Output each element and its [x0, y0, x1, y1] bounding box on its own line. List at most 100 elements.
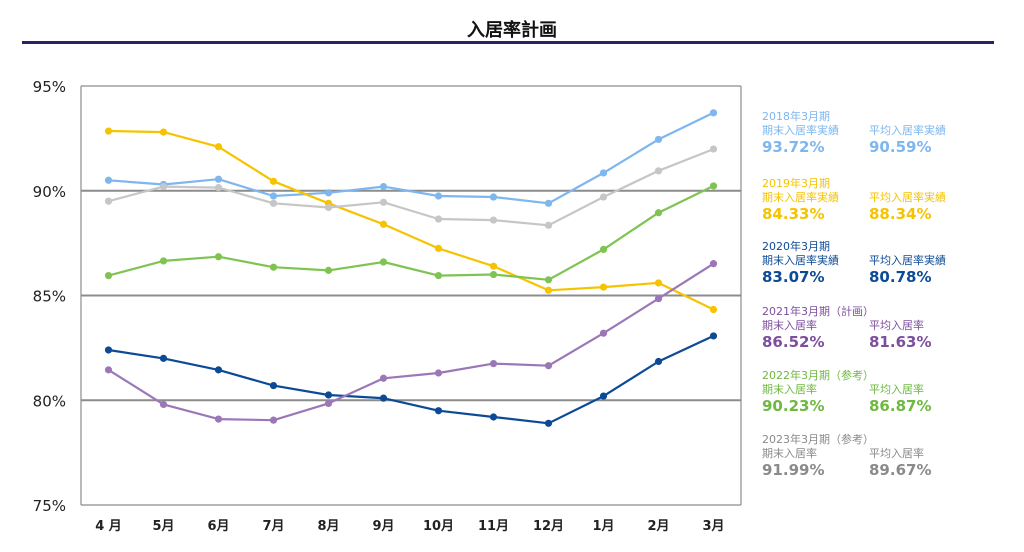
- series-line: [108, 148, 714, 227]
- legend-label-end: 期末入居率実績: [762, 254, 839, 267]
- legend-entry-2020: 2020年3月期 期末入居率実績 平均入居率実績 83.07% 80.78%: [762, 240, 1012, 287]
- data-point: [654, 209, 663, 217]
- legend-label-end: 期末入居率: [762, 447, 817, 460]
- x-tick-label: 11月: [478, 519, 509, 534]
- data-point: [599, 193, 608, 201]
- y-axis-labels: 75% 80% 85% 90% 95%: [33, 78, 66, 515]
- data-point: [104, 197, 113, 205]
- x-tick-label: 3月: [702, 519, 724, 534]
- legend-label-avg: 平均入居率: [869, 447, 924, 460]
- legend-value-end: 86.52%: [762, 333, 825, 351]
- x-tick-label: 8月: [317, 519, 339, 534]
- data-point: [654, 357, 663, 366]
- legend-title: 2020年3月期: [762, 240, 830, 253]
- legend-value-end: 90.23%: [762, 397, 825, 415]
- data-point: [324, 399, 333, 407]
- data-point: [434, 271, 443, 280]
- x-tick-label: 2月: [647, 519, 669, 534]
- data-point: [214, 184, 223, 192]
- y-tick-label: 80%: [33, 392, 66, 410]
- data-point: [434, 192, 443, 200]
- data-point: [159, 182, 168, 191]
- x-tick-label: 1月: [592, 519, 614, 534]
- data-point: [379, 198, 388, 206]
- y-tick-label: 90%: [33, 183, 66, 201]
- legend-title: 2018年3月期: [762, 110, 830, 123]
- title-divider: [22, 41, 994, 44]
- x-tick-label: 6月: [207, 519, 229, 534]
- data-point: [489, 359, 498, 368]
- legend-value-avg: 90.59%: [869, 138, 932, 156]
- data-point: [104, 271, 113, 280]
- data-point: [544, 362, 553, 370]
- legend-entry-2019: 2019年3月期 期末入居率実績 平均入居率実績 84.33% 88.34%: [762, 177, 1012, 224]
- data-point: [269, 199, 278, 207]
- y-tick-label: 75%: [33, 497, 66, 515]
- series-line: [108, 184, 714, 281]
- data-point: [709, 305, 718, 314]
- series-line: [108, 129, 714, 311]
- data-point: [324, 203, 333, 212]
- data-point: [654, 295, 663, 303]
- legend-value-end: 84.33%: [762, 205, 825, 223]
- x-tick-label: 12月: [533, 519, 564, 534]
- data-point: [159, 257, 168, 265]
- data-point: [544, 276, 553, 284]
- legend-value-avg: 88.34%: [869, 205, 932, 223]
- data-point: [104, 366, 113, 374]
- data-point: [379, 258, 388, 266]
- data-point: [709, 182, 718, 190]
- legend-value-avg: 89.67%: [869, 461, 932, 479]
- data-point: [434, 407, 443, 415]
- data-point: [599, 245, 608, 254]
- data-point: [159, 354, 168, 362]
- data-point: [544, 221, 553, 229]
- x-tick-label: 7月: [262, 519, 284, 534]
- legend-value-end: 83.07%: [762, 268, 825, 286]
- data-point: [269, 192, 278, 200]
- data-point: [489, 413, 498, 421]
- data-point: [214, 143, 223, 151]
- data-point: [379, 220, 388, 228]
- data-point: [544, 419, 553, 427]
- data-point: [269, 381, 278, 390]
- data-point: [269, 263, 278, 271]
- data-point: [104, 346, 113, 354]
- series-s2023: [104, 145, 718, 229]
- data-point: [324, 266, 333, 274]
- series-s2019: [104, 127, 718, 314]
- data-point: [434, 244, 443, 252]
- data-point: [709, 145, 718, 153]
- data-point: [544, 199, 553, 207]
- data-point: [324, 391, 333, 399]
- page-title: 入居率計画: [467, 20, 557, 41]
- x-tick-label: 10月: [423, 519, 454, 534]
- series-line: [108, 111, 714, 205]
- data-point: [434, 369, 443, 377]
- legend-label-end: 期末入居率実績: [762, 124, 839, 137]
- data-point: [599, 329, 608, 337]
- legend-entry-2018: 2018年3月期 期末入居率実績 平均入居率実績 93.72% 90.59%: [762, 110, 1012, 157]
- legend-label-avg: 平均入居率実績: [869, 191, 946, 204]
- data-point: [654, 279, 663, 287]
- data-point: [379, 394, 388, 402]
- series-s2022: [104, 182, 718, 284]
- data-point: [269, 177, 278, 185]
- legend-title: 2021年3月期（計画）: [762, 305, 874, 318]
- series-s2021: [104, 260, 718, 424]
- data-point: [544, 286, 553, 294]
- data-point: [489, 216, 498, 224]
- x-tick-label: 5月: [152, 519, 174, 534]
- legend-value-end: 93.72%: [762, 138, 825, 156]
- legend-label-avg: 平均入居率実績: [869, 254, 946, 267]
- data-point: [214, 175, 223, 183]
- data-point: [214, 253, 223, 261]
- legend-entry-2023: 2023年3月期（参考） 期末入居率 平均入居率 91.99% 89.67%: [762, 433, 1012, 480]
- x-tick-label: 9月: [372, 519, 394, 534]
- legend-value-avg: 81.63%: [869, 333, 932, 351]
- data-point: [379, 182, 388, 191]
- legend-entry-2022: 2022年3月期（参考） 期末入居率 平均入居率 90.23% 86.87%: [762, 369, 1012, 416]
- legend-label-avg: 平均入居率: [869, 383, 924, 396]
- legend-value-end: 91.99%: [762, 461, 825, 479]
